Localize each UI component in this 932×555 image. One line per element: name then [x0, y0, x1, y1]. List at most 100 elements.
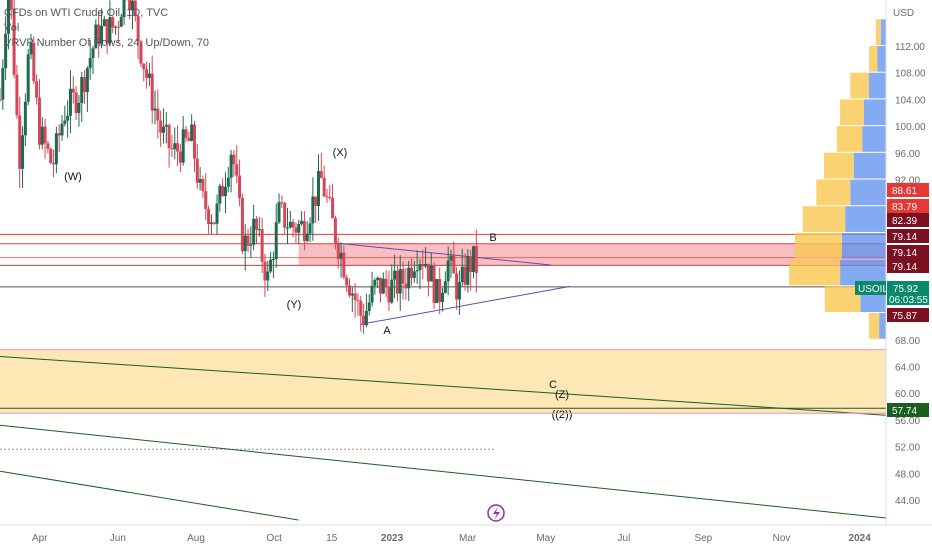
candle-body[interactable] [404, 283, 408, 289]
candle-body[interactable] [173, 143, 177, 150]
candle-body[interactable] [190, 124, 194, 141]
candle-body[interactable] [204, 191, 208, 209]
candle-body[interactable] [116, 26, 120, 28]
trendline-middle[interactable] [0, 424, 887, 519]
candle-body[interactable] [164, 124, 168, 127]
price-axis[interactable]: USD 112.00 108.00 104.00 100.00 96.00 92.0088.… [885, 0, 932, 550]
candle-body[interactable] [114, 26, 118, 28]
candle-body[interactable] [424, 263, 428, 267]
candle-body[interactable] [308, 223, 312, 234]
candle-body[interactable] [77, 102, 81, 113]
candle-body[interactable] [178, 151, 182, 163]
candle-body[interactable] [159, 120, 163, 133]
candle-body[interactable] [370, 285, 374, 303]
candle-body[interactable] [68, 88, 72, 116]
candle-body[interactable] [407, 267, 411, 289]
candle-body[interactable] [195, 158, 199, 183]
candle-body[interactable] [288, 221, 292, 228]
candle-body[interactable] [122, 0, 126, 18]
candle-body[interactable] [29, 42, 33, 55]
candle-body[interactable] [15, 74, 19, 116]
candle-body[interactable] [1, 68, 5, 100]
candle-body[interactable] [153, 108, 157, 111]
candle-body[interactable] [102, 19, 106, 26]
candle-body[interactable] [9, 0, 13, 10]
candle-body[interactable] [212, 222, 216, 224]
candle-body[interactable] [305, 233, 309, 241]
candle-body[interactable] [161, 126, 165, 133]
candle-body[interactable] [260, 229, 264, 262]
candle-body[interactable] [130, 0, 134, 11]
candle-body[interactable] [221, 185, 225, 197]
candle-body[interactable] [336, 242, 340, 259]
candle-body[interactable] [156, 108, 160, 121]
candle-body[interactable] [108, 17, 112, 44]
candle-body[interactable] [333, 218, 337, 243]
candle-body[interactable] [395, 270, 399, 294]
triangle-upper-line[interactable] [335, 242, 551, 266]
candle-body[interactable] [435, 279, 439, 303]
candle-body[interactable] [88, 58, 92, 69]
candle-body[interactable] [362, 315, 366, 326]
candle-body[interactable] [283, 202, 287, 228]
candle-body[interactable] [311, 196, 315, 224]
candle-body[interactable] [201, 179, 205, 192]
candle-body[interactable] [345, 277, 349, 286]
candle-body[interactable] [319, 171, 323, 178]
candle-body[interactable] [6, 0, 10, 34]
candle-body[interactable] [421, 264, 425, 267]
candle-body[interactable] [246, 235, 250, 246]
candle-body[interactable] [410, 267, 414, 278]
candle-body[interactable] [367, 302, 371, 312]
candle-body[interactable] [356, 299, 360, 301]
candle-body[interactable] [415, 270, 419, 272]
candle-body[interactable] [181, 129, 185, 163]
time-axis[interactable]: Apr Jun Aug Oct 15 2023 Mar May Jul Sep Nov 2024 [0, 524, 932, 544]
candle-body[interactable] [223, 186, 227, 197]
candle-body[interactable] [94, 24, 98, 49]
candle-body[interactable] [192, 124, 196, 159]
candle-body[interactable] [342, 252, 346, 278]
candle-body[interactable] [271, 259, 275, 261]
price-axis-bg[interactable] [886, 0, 932, 550]
candle-body[interactable] [235, 164, 239, 176]
candle-body[interactable] [443, 281, 447, 293]
candle-body[interactable] [85, 68, 89, 93]
candle-body[interactable] [302, 220, 306, 241]
candle-body[interactable] [426, 263, 430, 282]
candle-body[interactable] [469, 256, 473, 273]
candle-body[interactable] [83, 77, 87, 93]
candle-body[interactable] [472, 246, 476, 273]
candle-body[interactable] [401, 269, 405, 284]
candle-body[interactable] [66, 115, 70, 121]
candle-body[interactable] [23, 101, 27, 136]
triangle-lower-line[interactable] [359, 285, 571, 325]
candle-body[interactable] [274, 222, 278, 260]
candle-body[interactable] [376, 277, 380, 281]
candle-body[interactable] [316, 171, 320, 206]
candle-body[interactable] [99, 25, 103, 44]
candle-body[interactable] [325, 196, 329, 198]
candle-body[interactable] [119, 17, 123, 27]
candle-body[interactable] [254, 218, 258, 230]
candle-body[interactable] [390, 279, 394, 303]
candle-body[interactable] [128, 0, 132, 11]
candle-body[interactable] [46, 143, 50, 150]
candle-body[interactable] [280, 202, 284, 204]
candle-body[interactable] [18, 115, 22, 169]
candle-body[interactable] [460, 266, 464, 283]
candle-body[interactable] [379, 277, 383, 294]
candle-body[interactable] [455, 273, 459, 300]
candle-body[interactable] [32, 42, 36, 82]
candle-body[interactable] [209, 222, 213, 224]
candle-body[interactable] [35, 81, 39, 98]
candle-body[interactable] [257, 229, 261, 231]
candle-body[interactable] [26, 54, 30, 102]
candle-body[interactable] [184, 129, 188, 138]
candle-body[interactable] [207, 208, 211, 224]
candle-body[interactable] [238, 175, 242, 199]
candle-body[interactable] [187, 137, 191, 141]
candle-body[interactable] [243, 235, 247, 252]
candle-body[interactable] [147, 73, 151, 78]
candle-body[interactable] [331, 197, 335, 219]
